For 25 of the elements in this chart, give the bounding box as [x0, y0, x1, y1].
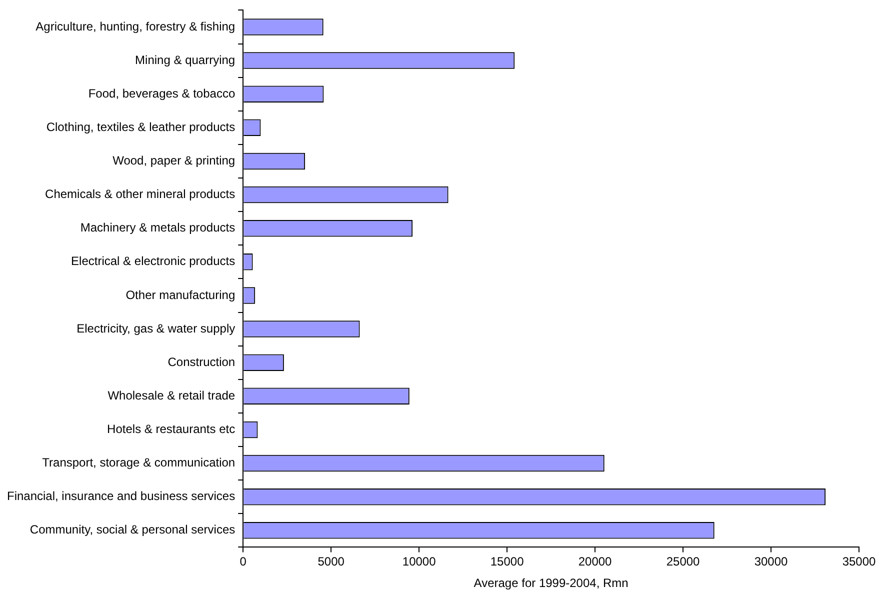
y-tick-label: Clothing, textiles & leather products — [46, 120, 236, 134]
y-tick-label: Food, beverages & tobacco — [88, 86, 236, 100]
y-tick-label: Electrical & electronic products — [71, 254, 236, 268]
y-tick-label: Electricity, gas & water supply — [76, 321, 236, 336]
y-tick-label: Mining & quarrying — [135, 52, 236, 67]
x-tick-label: 35000 — [842, 554, 876, 569]
y-tick-label: Wholesale & retail trade — [108, 388, 236, 402]
y-tick-label: Chemicals & other mineral products — [45, 187, 236, 202]
y-tick-label: Community, social & personal services — [30, 522, 236, 537]
x-tick-label: 10000 — [402, 554, 436, 569]
x-tick-label: 30000 — [754, 554, 788, 569]
y-tick-label: Transport, storage & communication — [42, 456, 236, 470]
y-tick-label: Wood, paper & printing — [112, 154, 236, 168]
x-tick-label: 20000 — [578, 554, 612, 569]
y-tick-label: Agriculture, hunting, forestry & fishing — [36, 19, 236, 34]
x-tick-label: 15000 — [490, 554, 524, 569]
x-tick-label: 5000 — [318, 554, 345, 569]
y-tick-label: Financial, insurance and business services — [6, 489, 236, 504]
y-tick-label: Machinery & metals products — [80, 220, 236, 235]
y-tick-label: Hotels & restaurants etc — [107, 422, 236, 436]
x-tick-label: 25000 — [666, 554, 700, 569]
x-axis-title: Average for 1999-2004, Rmn — [474, 576, 628, 590]
y-tick-label: Construction — [168, 354, 236, 369]
y-tick-label: Other manufacturing — [126, 288, 236, 302]
x-tick-label: 0 — [240, 554, 247, 569]
